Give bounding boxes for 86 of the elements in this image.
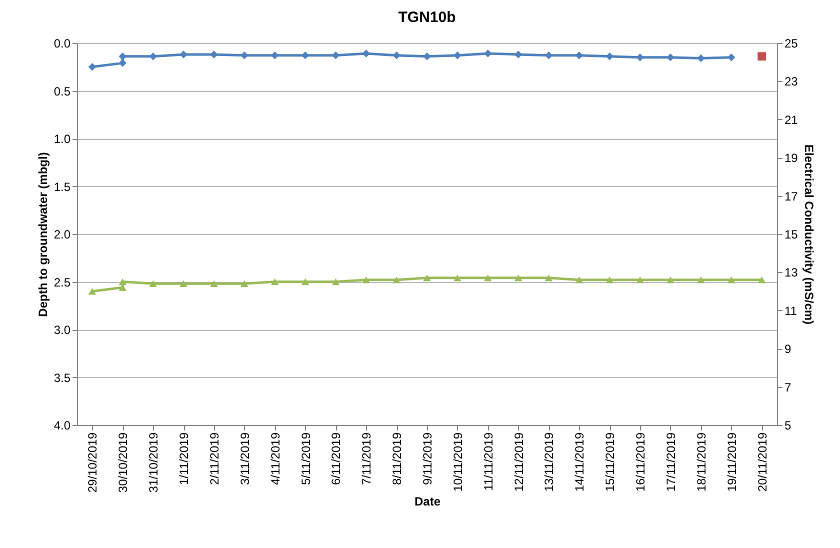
point: [514, 274, 522, 282]
point: [758, 276, 766, 284]
x-tick-label: 11/11/2019: [481, 432, 496, 491]
y2-tick-label: 19: [784, 151, 798, 166]
point: [697, 276, 705, 284]
point: [118, 278, 127, 286]
point: [301, 278, 310, 286]
y-axis-title: Depth to groundwater (mbgl): [36, 152, 50, 317]
x-tick-label: 6/11/2019: [329, 432, 344, 485]
point: [362, 276, 370, 284]
x-tick-label: 30/10/2019: [116, 432, 130, 493]
y-tick-label: 2.5: [54, 275, 71, 290]
y-tick-label: 1.0: [54, 132, 71, 146]
x-tick-label: 12/11/2019: [512, 432, 526, 492]
point: [88, 288, 96, 295]
x-tick-label: 29/10/2019: [86, 432, 100, 493]
y-tick-label: 0.0: [54, 36, 71, 50]
point: [270, 278, 279, 286]
point: [666, 53, 674, 62]
x-tick-label: 13/11/2019: [542, 432, 556, 492]
y-tick-label: 1.5: [54, 180, 71, 194]
point: [118, 59, 127, 67]
y2-tick-label: 21: [784, 112, 798, 127]
point: [423, 274, 431, 282]
y-tick-label: 3.0: [54, 323, 71, 337]
y2-tick-label: 11: [784, 304, 798, 318]
point: [210, 280, 218, 288]
x-tick-label: 15/11/2019: [603, 432, 618, 492]
point: [727, 276, 736, 284]
y-tick-label: 2.0: [54, 228, 71, 242]
x-tick-label: 19/11/2019: [724, 432, 739, 492]
point: [454, 274, 462, 282]
x-tick-label: 16/11/2019: [634, 432, 648, 492]
y2-tick-label: 15: [784, 228, 798, 242]
y2-tick-label: 7: [784, 380, 792, 394]
y2-tick-label: 25: [784, 36, 798, 50]
x-tick-label: 7/11/2019: [360, 432, 374, 485]
point: [149, 52, 157, 60]
point: [332, 52, 340, 60]
x-axis-title: Date: [414, 494, 441, 509]
y2-tick-label: 17: [784, 189, 798, 204]
point: [210, 50, 218, 58]
point: [423, 52, 431, 60]
point: [484, 274, 492, 282]
point: [606, 52, 614, 60]
point: [301, 52, 310, 60]
point: [454, 52, 462, 60]
point: [392, 276, 400, 284]
x-tick-label: 1/11/2019: [177, 432, 192, 485]
point: [575, 276, 584, 284]
x-tick-label: 3/11/2019: [238, 432, 252, 485]
point: [88, 63, 96, 71]
x-tick-label: 20/11/2019: [755, 432, 770, 492]
x-tick-label: 14/11/2019: [572, 432, 587, 492]
point: [636, 276, 644, 284]
x-tick-label: 4/11/2019: [268, 432, 282, 485]
y-tick-label: 4.0: [54, 418, 71, 432]
point: [240, 280, 248, 288]
point: [149, 280, 157, 288]
x-tick-label: 10/11/2019: [450, 432, 465, 492]
y2-tick-label: 9: [784, 342, 792, 356]
point: [180, 280, 188, 288]
y2-tick-label: 5: [784, 418, 792, 432]
point: [332, 278, 340, 286]
point: [180, 50, 188, 58]
y-tick-label: 0.5: [54, 84, 71, 98]
point: [606, 276, 614, 284]
x-tick-label: 9/11/2019: [420, 432, 434, 485]
point: [392, 52, 400, 60]
y-tick-label: 3.5: [54, 370, 71, 385]
x-tick-label: 2/11/2019: [207, 432, 222, 485]
point: [240, 52, 248, 60]
point: [666, 276, 674, 284]
y2-axis-title: Electrical Conductivity (mS/cm): [802, 144, 816, 325]
x-tick-label: 31/10/2019: [146, 432, 161, 493]
point: [544, 274, 553, 282]
chart-title: TGN10b: [398, 9, 456, 26]
point: [636, 53, 644, 62]
y2-tick-label: 23: [784, 74, 798, 89]
x-tick-label: 5/11/2019: [298, 432, 313, 485]
x-tick-label: 17/11/2019: [664, 432, 678, 492]
x-tick-label: 8/11/2019: [390, 432, 404, 485]
point: [697, 54, 705, 62]
y2-tick-label: 13: [784, 266, 798, 280]
point: [758, 52, 766, 61]
x-tick-label: 18/11/2019: [694, 432, 708, 492]
